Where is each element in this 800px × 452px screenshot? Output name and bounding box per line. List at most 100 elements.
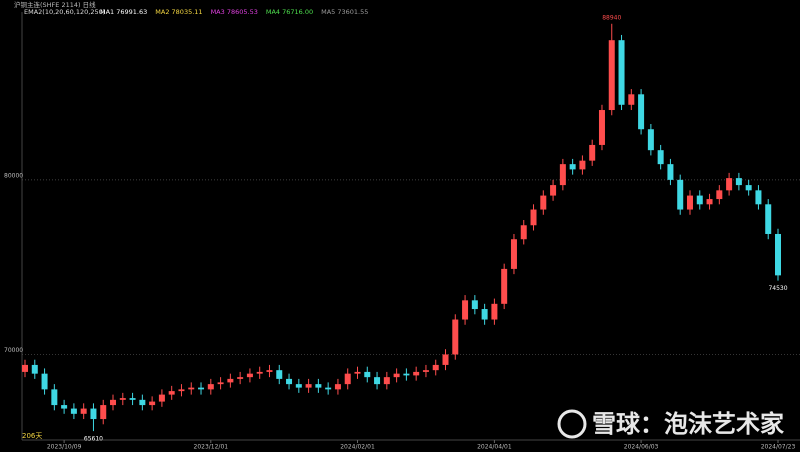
candle-body [726,178,733,191]
candle-body [735,178,742,186]
candle-body [227,378,234,383]
candle-body [315,384,322,388]
candle-body [168,391,175,395]
candle-body [765,204,772,234]
candle-body [383,377,390,385]
candle-body [305,384,312,388]
candle-body [491,303,498,320]
footer-note: 206天 [22,432,42,440]
candle-body [31,364,38,374]
candle-body [393,373,400,378]
candle-body [520,225,527,240]
annotation: 65610 [84,436,103,443]
candle-body [325,387,332,390]
annotation: 74530 [768,285,787,292]
candle-body [540,195,547,210]
candle-body [110,399,117,406]
candle-body [149,401,156,406]
candle-body [559,164,566,186]
candle-body [598,110,605,145]
candle-body [696,195,703,205]
candle-body [22,364,28,372]
candle-body [374,377,381,385]
candle-body [589,144,596,161]
candle-body [608,40,615,111]
candle-body [403,373,410,376]
candle-body [442,354,449,365]
candle-body [129,398,136,400]
x-tick-label: 2024/02/01 [340,444,375,451]
candle-body [657,150,664,165]
y-tick-label: 70000 [4,347,23,354]
candle-body [266,370,273,372]
candle-body [100,405,107,420]
candle-body [501,268,508,304]
x-tick-label: 2023/12/01 [194,444,229,451]
candle-body [276,370,283,379]
watermark-icon [557,409,587,439]
candle-body [706,199,713,205]
title: 沪铜主连(SHFE 2114) 日线 [14,0,96,9]
x-tick-label: 2024/04/01 [477,444,512,451]
candle-body [422,370,429,372]
candle-body [80,408,87,414]
watermark: 雪球：泡沫艺术家 [592,410,784,438]
candle-body [462,300,469,320]
x-tick-label: 2024/06/03 [624,444,659,451]
candle-body [344,373,351,385]
candle-body [188,387,195,390]
candle-body [295,384,302,388]
candle-body [452,319,459,355]
candle-body [510,239,517,269]
ma-label: MA1 76991.63 [100,8,147,16]
candle-body [550,185,557,196]
x-tick-label: 2023/10/09 [47,444,82,451]
candle-body [481,309,488,320]
annotation: 88940 [602,14,621,21]
candle-body [90,408,97,420]
candle-body [677,179,684,210]
ma-label: MA2 78035.11 [155,8,202,16]
candle-body [61,405,68,409]
candle-body [413,371,420,376]
candle-body [217,382,224,385]
candle-body [70,408,77,414]
indicator: EMA2(10,20,60,120,250) [24,8,105,16]
ma-label: MA5 73601.55 [321,8,368,16]
candle-body [755,190,762,205]
candle-body [207,384,214,390]
candle-body [334,384,341,390]
candle-body [246,373,253,378]
candle-body [256,371,263,374]
candle-body [198,387,205,390]
candle-body [530,209,537,226]
candle-body [686,195,693,210]
candle-body [775,233,781,276]
candle-body [158,394,165,402]
candle-body [237,377,244,379]
candle-body [41,373,48,390]
candle-body [471,300,478,310]
candle-body [638,94,645,130]
candle-body [354,371,361,374]
ma-label: MA3 78605.53 [211,8,258,16]
y-tick-label: 80000 [4,172,23,179]
candle-body [569,164,576,170]
candle-body [432,364,439,371]
candle-body [178,389,185,392]
candle-body [579,160,586,170]
candle-body [618,40,625,105]
candle-body [667,164,674,180]
x-tick-label: 2024/07/23 [761,444,796,451]
candle-body [51,389,58,406]
candle-body [119,398,126,400]
candle-body [647,129,654,151]
candle-body [745,185,752,191]
candle-body [716,190,723,200]
candle-body [628,94,635,105]
candle-body [139,399,146,406]
candle-body [364,371,371,378]
candle-body [286,378,293,385]
